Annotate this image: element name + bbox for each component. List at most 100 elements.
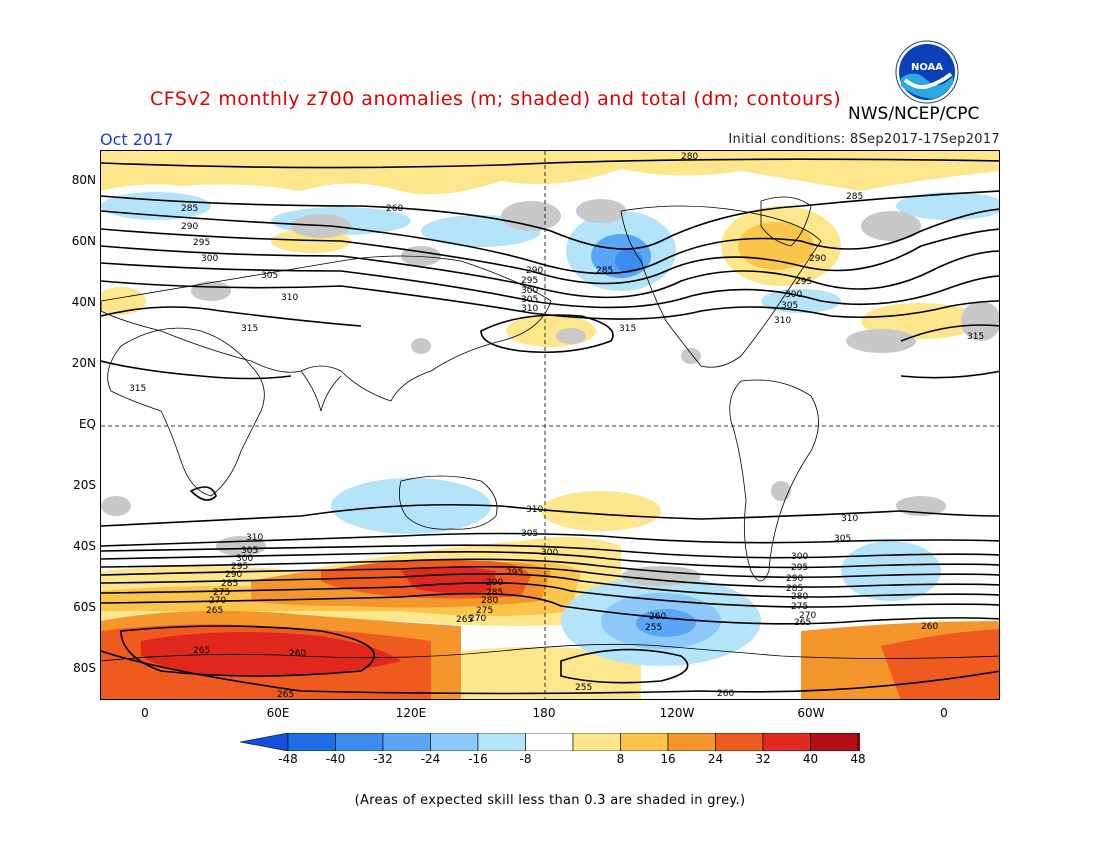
- lon-label-180: 180: [532, 706, 556, 720]
- contour-label: 295: [231, 562, 248, 572]
- lon-label-120e: 120E: [395, 706, 427, 720]
- contour-label: 270: [469, 614, 486, 624]
- lat-label-60s: 60S: [73, 600, 96, 614]
- colorbar-swatch: [762, 733, 811, 751]
- anomaly-map: 280 285 260 290 295 300 305 310 315 315 …: [101, 151, 999, 700]
- contour-label: 280: [681, 152, 698, 162]
- contour-label: 260: [921, 622, 938, 632]
- contour-label: 290: [225, 570, 242, 580]
- contour-label: 305: [521, 295, 538, 305]
- contour-label: 300: [541, 548, 558, 558]
- chart-title: CFSv2 monthly z700 anomalies (m; shaded)…: [150, 88, 842, 110]
- contour-label: 275: [476, 606, 493, 616]
- contour-label: 290: [181, 222, 198, 232]
- contour-label: 275: [791, 602, 808, 612]
- contour-label: 270: [799, 611, 816, 621]
- lat-label-60n: 60N: [71, 234, 96, 248]
- contour-label: 295: [506, 568, 523, 578]
- contour-label: 315: [619, 324, 636, 334]
- lat-label-20s: 20S: [73, 478, 96, 492]
- height-contours: [101, 158, 999, 695]
- colorbar-swatch: [525, 733, 574, 751]
- colorbar-label: -16: [468, 752, 488, 766]
- contour-label: 265: [456, 615, 473, 625]
- colorbar-label: -8: [519, 752, 532, 766]
- contour-label: 285: [181, 204, 198, 214]
- contour-label: 270: [209, 596, 226, 606]
- map-panel: 280 285 260 290 295 300 305 310 315 315 …: [100, 150, 1000, 700]
- colorbar-label: 40: [802, 752, 819, 766]
- lat-label-80n: 80N: [71, 173, 96, 187]
- low-skill-shading: [101, 199, 999, 586]
- colorbar-swatch: [477, 733, 526, 751]
- colorbar-swatch: [335, 733, 384, 751]
- colorbar-low-arrow: [240, 733, 289, 751]
- contour-label: 285: [486, 588, 503, 598]
- contour-label: 285: [786, 584, 803, 594]
- colorbar-label: -48: [278, 752, 298, 766]
- contour-label: 265: [794, 618, 811, 628]
- contour-label: 305: [241, 546, 258, 556]
- lon-label-120w: 120W: [659, 706, 695, 720]
- contour-label: 315: [241, 324, 258, 334]
- contour-label: 290: [786, 574, 803, 584]
- noaa-logo-icon: NOAA: [895, 40, 959, 104]
- month-label: Oct 2017: [100, 130, 174, 149]
- contour-label: 260: [386, 204, 403, 214]
- contour-label: 260: [289, 649, 306, 659]
- lat-label-80s: 80S: [73, 661, 96, 675]
- contour-label: 310: [526, 505, 543, 515]
- contour-label: 305: [521, 529, 538, 539]
- colorbar-label: -40: [325, 752, 346, 766]
- contour-label: 295: [193, 238, 210, 248]
- colorbar-label: -32: [373, 752, 393, 766]
- contour-label: 285: [596, 266, 613, 276]
- contour-label: 310: [521, 304, 538, 314]
- colorbar-swatch: [715, 733, 764, 751]
- contour-label: 300: [521, 286, 538, 296]
- contour-label: 255: [645, 623, 662, 633]
- contour-label: 265: [277, 690, 294, 700]
- contour-label: 295: [795, 277, 812, 287]
- contour-label: 300: [785, 290, 802, 300]
- colorbar: [240, 733, 860, 751]
- lon-label-60e: 60E: [266, 706, 290, 720]
- contour-label: 280: [791, 592, 808, 602]
- lat-label-40s: 40S: [73, 539, 96, 553]
- contour-label: 310: [774, 316, 791, 326]
- svg-text:NOAA: NOAA: [911, 62, 943, 73]
- colorbar-label: 24: [707, 752, 724, 766]
- lat-label-20n: 20N: [71, 356, 96, 370]
- contour-label: 310: [841, 514, 858, 524]
- lon-label-0-east: 0: [940, 706, 948, 720]
- contour-label: 315: [129, 384, 146, 394]
- colorbar-label: 32: [755, 752, 771, 766]
- colorbar-swatch: [620, 733, 669, 751]
- colorbar-swatch: [382, 733, 431, 751]
- contour-label: 315: [967, 332, 984, 342]
- lat-label-eq: EQ: [78, 417, 96, 431]
- contour-label: 290: [526, 266, 543, 276]
- colorbar-swatch: [810, 733, 859, 751]
- contour-label: 275: [213, 588, 230, 598]
- contour-label: 305: [834, 534, 851, 544]
- contour-label: 260: [649, 612, 666, 622]
- contour-label: 305: [261, 271, 278, 281]
- contour-label: 255: [575, 683, 592, 693]
- lon-label-60w: 60W: [797, 706, 825, 720]
- initial-conditions-label: Initial conditions: 8Sep2017-17Sep2017: [728, 132, 1000, 147]
- contour-label: 290: [486, 578, 503, 588]
- colorbar-swatch: [430, 733, 479, 751]
- contour-label: 290: [809, 254, 826, 264]
- contour-labels: 280 285 260 290 295 300 305 310 315 315 …: [129, 152, 984, 700]
- colorbar-label: -24: [420, 752, 441, 766]
- contour-label: 265: [193, 646, 210, 656]
- contour-label: 295: [521, 276, 538, 286]
- contour-label: 310: [281, 293, 298, 303]
- agency-label: NWS/NCEP/CPC: [848, 104, 980, 124]
- footnote: (Areas of expected skill less than 0.3 a…: [354, 793, 746, 808]
- contour-label: 260: [717, 689, 734, 699]
- contour-label: 300: [791, 552, 808, 562]
- coastlines: [101, 196, 999, 662]
- colorbar-high-arrow: [857, 733, 860, 751]
